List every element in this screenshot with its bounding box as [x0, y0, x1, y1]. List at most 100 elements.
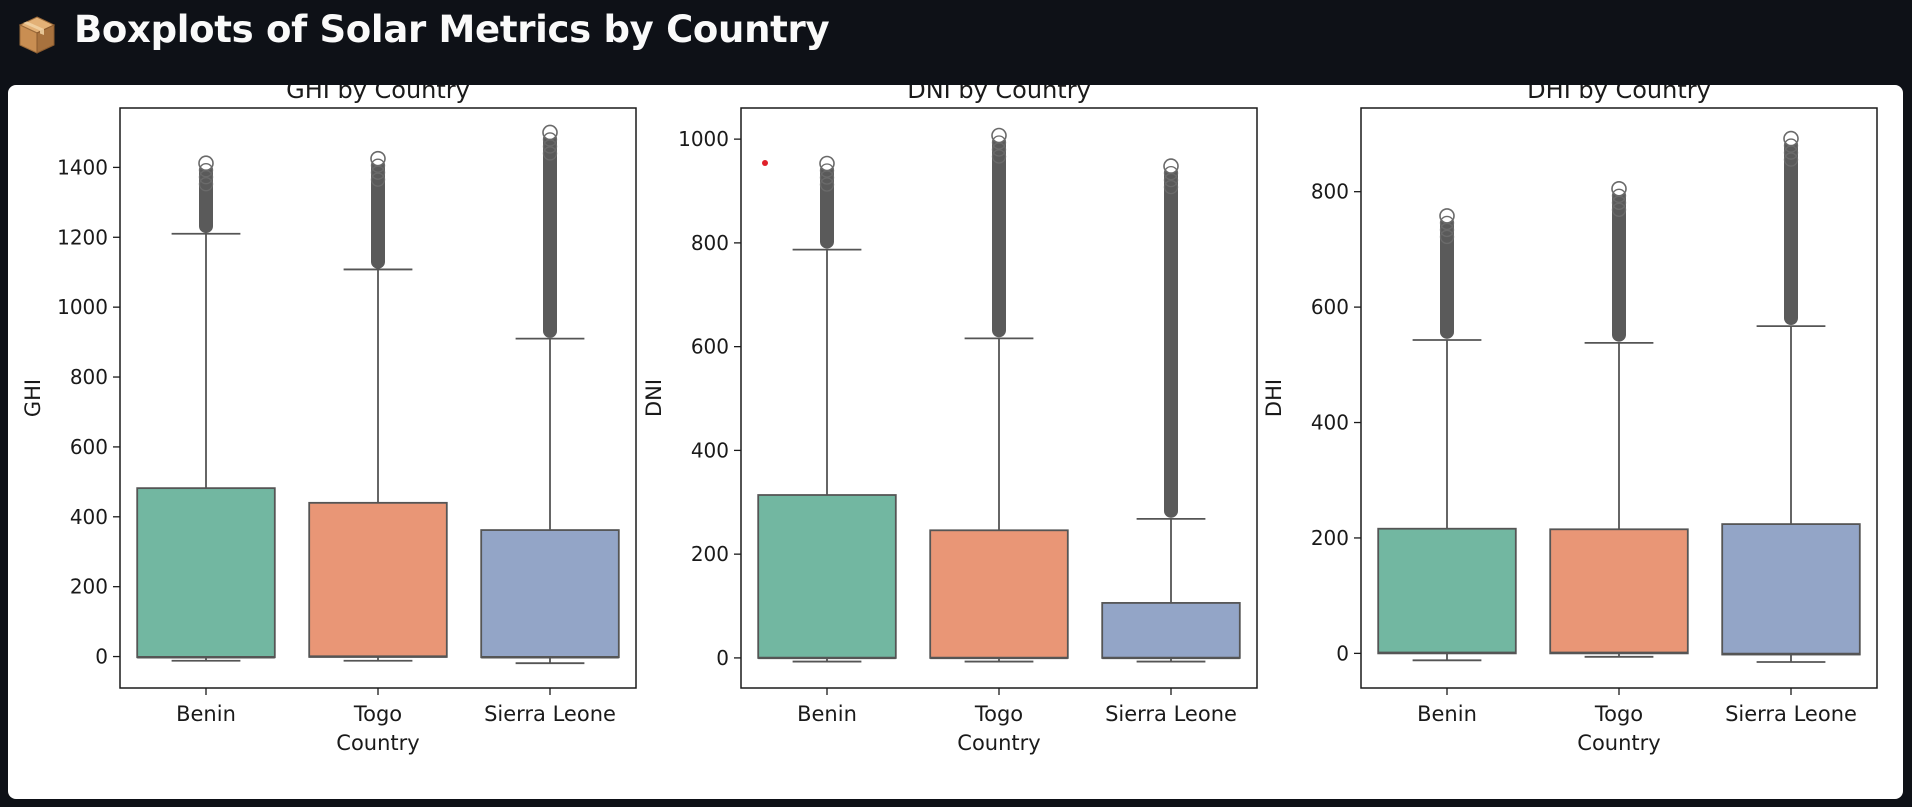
box-benin — [757, 155, 897, 663]
box-benin — [136, 155, 276, 662]
box-togo — [1549, 180, 1689, 658]
outlier-point — [991, 135, 1007, 150]
chart-dni: DNI by Country 0 200 400 600 800 1000 DNI Benin T… — [642, 85, 1258, 755]
outlier-cluster — [1164, 166, 1178, 518]
outlier-point — [1611, 195, 1627, 210]
iqr-box — [1101, 602, 1241, 659]
outlier-point — [198, 170, 214, 185]
outlier-point — [1611, 188, 1627, 203]
outlier-point — [542, 146, 558, 161]
x-tick-label: Benin — [1417, 702, 1477, 726]
y-tick-label: 200 — [70, 575, 108, 599]
iqr-box — [929, 529, 1069, 659]
y-tick-label: 1400 — [57, 155, 108, 179]
outlier-point — [991, 142, 1007, 157]
y-tick-label: 600 — [1311, 295, 1349, 319]
outlier-cluster — [199, 163, 213, 234]
y-axis-label: DHI — [1262, 379, 1286, 417]
y-axis-label: GHI — [21, 379, 45, 417]
y-tick-label: 200 — [1311, 526, 1349, 550]
outlier-point — [1163, 165, 1179, 181]
outlier-point — [370, 165, 386, 180]
iqr-box — [1377, 527, 1517, 655]
chart-dhi: DHI by Country 0 200 400 600 800 DHI Benin Togo S… — [1262, 85, 1878, 755]
package-icon — [18, 16, 56, 54]
outlier-point — [1611, 202, 1627, 217]
y-tick-label: 600 — [691, 335, 729, 359]
plot-frame — [119, 107, 637, 689]
outlier-point — [1439, 229, 1455, 245]
chart-panel: GHI by Country 0 200 400 600 800 1000 1200 1400 G… — [8, 85, 1903, 799]
y-tick-label: 800 — [1311, 180, 1349, 204]
outlier-cluster — [371, 158, 385, 269]
app-header: Boxplots of Solar Metrics by Country — [0, 0, 1912, 84]
iqr-box — [480, 529, 620, 659]
outlier-point — [370, 172, 386, 187]
x-axis-label: Country — [957, 731, 1040, 755]
box-sierra-leone — [1101, 158, 1241, 663]
outlier-cluster — [820, 163, 834, 249]
outlier-point — [542, 139, 558, 154]
outlier-point — [819, 163, 835, 178]
y-tick-label: 800 — [70, 365, 108, 389]
y-tick-label: 1000 — [57, 295, 108, 319]
outlier-point — [819, 177, 835, 192]
y-tick-label: 400 — [691, 438, 729, 462]
y-tick-label: 800 — [691, 231, 729, 255]
chart-title: DNI by Country — [907, 85, 1091, 104]
outlier-cluster — [1612, 188, 1626, 342]
outlier-point — [1439, 222, 1455, 238]
x-tick-label: Togo — [1594, 702, 1643, 726]
x-axis-label: Country — [336, 731, 419, 755]
x-tick-label: Togo — [353, 702, 402, 726]
y-tick-label: 0 — [95, 645, 108, 669]
iqr-box — [1721, 523, 1861, 656]
outlier-point — [1783, 138, 1799, 153]
box-togo — [308, 150, 448, 662]
outlier-point — [1783, 145, 1799, 160]
outlier-point — [1783, 152, 1799, 167]
outlier-point — [370, 158, 386, 173]
y-tick-label: 600 — [70, 435, 108, 459]
plot-frame — [1360, 107, 1878, 689]
outlier-point — [991, 149, 1007, 164]
box-sierra-leone — [1721, 130, 1861, 663]
x-tick-label: Sierra Leone — [1725, 702, 1857, 726]
chart-ghi: GHI by Country 0 200 400 600 800 1000 1200 1400 G… — [21, 85, 637, 755]
outlier-point — [198, 163, 214, 178]
outlier-point — [198, 177, 214, 192]
box-togo — [929, 127, 1069, 663]
outlier-point — [542, 132, 558, 147]
y-tick-label: 1200 — [57, 225, 108, 249]
x-tick-label: Benin — [176, 702, 236, 726]
iqr-box — [757, 494, 897, 659]
iqr-box — [1549, 528, 1689, 655]
iqr-box — [308, 501, 448, 658]
page-title: Boxplots of Solar Metrics by Country — [74, 8, 830, 51]
outlier-cluster — [992, 135, 1006, 338]
x-tick-label: Sierra Leone — [1105, 702, 1237, 726]
chart-title: GHI by Country — [286, 85, 470, 104]
boxplot-figure: GHI by Country 0 200 400 600 800 1000 1200 1400 G… — [21, 85, 1878, 755]
x-tick-label: Benin — [797, 702, 857, 726]
chart-title: DHI by Country — [1527, 85, 1711, 104]
x-axis-label: Country — [1577, 731, 1660, 755]
outlier-point — [1439, 215, 1455, 231]
y-tick-label: 0 — [1336, 641, 1349, 665]
outlier-cluster — [1440, 215, 1454, 339]
box-benin — [1377, 208, 1517, 662]
outlier-cluster — [543, 132, 557, 338]
x-tick-label: Sierra Leone — [484, 702, 616, 726]
x-tick-label: Togo — [974, 702, 1023, 726]
outlier-point — [819, 170, 835, 185]
y-tick-label: 200 — [691, 542, 729, 566]
box-sierra-leone — [480, 124, 620, 665]
outlier-point — [1163, 172, 1179, 188]
y-tick-label: 400 — [70, 505, 108, 529]
plot-frame — [740, 107, 1258, 689]
outlier-cluster — [1784, 138, 1798, 325]
y-tick-label: 1000 — [678, 127, 729, 151]
y-tick-label: 400 — [1311, 411, 1349, 435]
iqr-box — [136, 487, 276, 659]
y-tick-label: 0 — [716, 646, 729, 670]
